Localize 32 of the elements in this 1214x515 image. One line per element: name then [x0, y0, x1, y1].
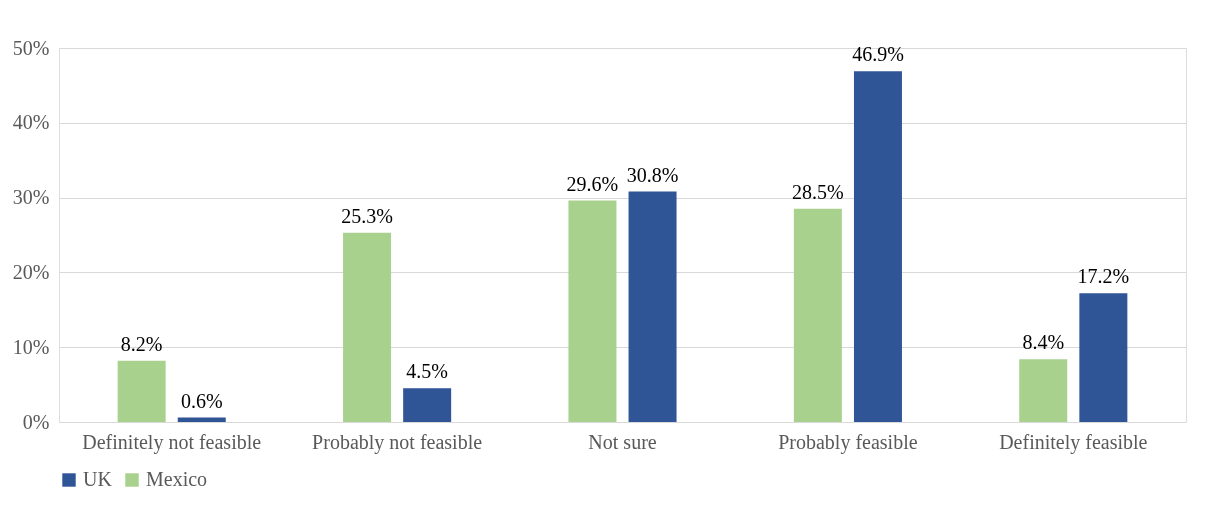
- y-tick-label: 10%: [12, 335, 50, 358]
- bar: [568, 200, 617, 422]
- legend-label: UK: [83, 468, 113, 490]
- data-label: 8.2%: [120, 332, 163, 355]
- x-tick-label: Not sure: [588, 430, 657, 453]
- bar: [793, 208, 842, 422]
- data-label: 30.8%: [626, 163, 679, 186]
- x-tick-label: Definitely feasible: [999, 430, 1148, 454]
- bar: [628, 191, 677, 422]
- bar: [403, 388, 452, 422]
- data-label: 29.6%: [566, 172, 619, 195]
- data-label: 4.5%: [406, 360, 448, 383]
- data-label: 0.6%: [180, 389, 223, 412]
- data-label: 8.4%: [1022, 331, 1065, 354]
- bar: [343, 232, 392, 422]
- data-label: 46.9%: [852, 43, 904, 66]
- data-label: 25.3%: [341, 204, 393, 227]
- x-tick-label: Definitely not feasible: [82, 430, 262, 454]
- y-tick-label: 40%: [12, 111, 50, 134]
- bar: [1079, 293, 1128, 422]
- data-label: 17.2%: [1077, 265, 1130, 288]
- x-tick-label: Probably not feasible: [312, 430, 483, 454]
- data-label: 28.5%: [792, 180, 844, 203]
- bar: [1019, 359, 1068, 422]
- y-tick-label: 50%: [12, 36, 50, 59]
- y-tick-label: 30%: [12, 186, 50, 209]
- legend-label: Mexico: [146, 468, 208, 490]
- bar: [853, 71, 902, 422]
- x-tick-label: Probably feasible: [778, 430, 918, 454]
- bar: [117, 360, 166, 422]
- y-tick-label: 0%: [22, 410, 50, 433]
- y-tick-label: 20%: [12, 260, 50, 283]
